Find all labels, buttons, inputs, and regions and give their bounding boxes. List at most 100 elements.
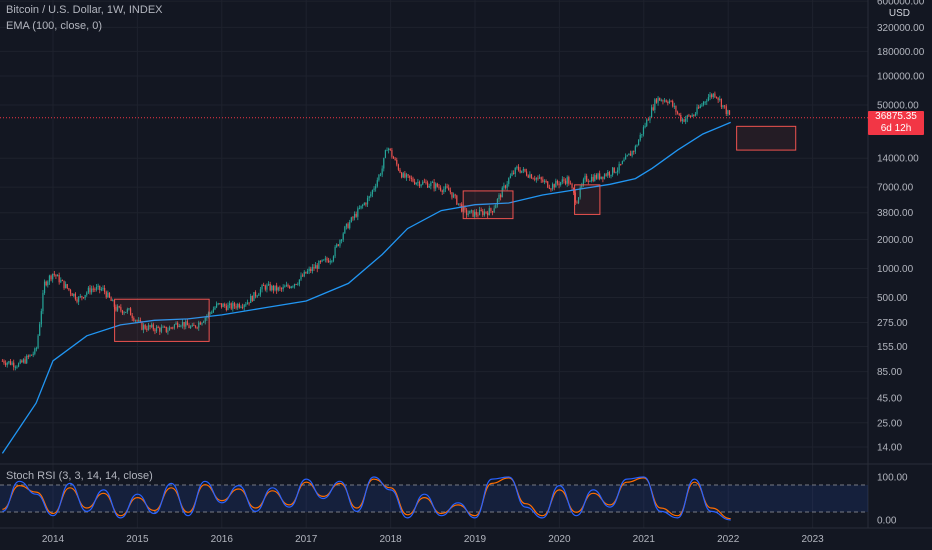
candle-body (576, 202, 578, 204)
candle-body (498, 194, 500, 199)
candle-body (175, 322, 177, 325)
candle-body (638, 140, 640, 146)
candle-body (105, 291, 107, 298)
ema-legend[interactable]: EMA (100, close, 0) (6, 20, 102, 32)
candle-body (310, 268, 312, 272)
stoch-legend[interactable]: Stoch RSI (3, 3, 14, 14, close) (6, 470, 153, 482)
candle-body (592, 176, 594, 182)
candle-body (170, 327, 172, 329)
candle-body (662, 100, 664, 102)
candle-body (365, 203, 367, 205)
time-axis[interactable]: 2014 2015 2016 2017 2018 2019 2020 2021 2022 2023 (42, 534, 824, 545)
candle-body (725, 106, 727, 114)
candle-body (646, 119, 648, 126)
candle-body (340, 239, 343, 241)
time-tick-label: 2023 (801, 534, 824, 545)
candle-body (186, 321, 188, 326)
candle-body (511, 172, 513, 176)
candle-body (389, 148, 391, 150)
candle-body (475, 211, 477, 215)
candle-body (329, 261, 331, 263)
candle-body (240, 306, 242, 308)
candle-body (311, 266, 313, 272)
candle-body (293, 284, 296, 287)
candle-body (308, 268, 310, 272)
candle-body (397, 164, 399, 170)
stoch-axis[interactable]: 100.00 0.00 (877, 473, 908, 527)
candle-body (285, 284, 287, 287)
candle-body (586, 175, 588, 182)
highlight-box (462, 190, 514, 220)
candle-body (87, 287, 89, 293)
candle-body (250, 295, 252, 303)
candle-body (1, 360, 3, 362)
candle-body (495, 204, 497, 209)
candle-body (582, 179, 585, 185)
candle-body (151, 324, 153, 327)
candle-body (216, 303, 218, 308)
candle-body (667, 102, 669, 104)
candle-body (564, 180, 567, 184)
candle-body (675, 105, 677, 112)
candle-body (641, 134, 643, 136)
candle-body (251, 295, 253, 301)
candle-body (404, 173, 406, 178)
candle-body (673, 105, 675, 107)
candle-body (207, 312, 210, 316)
candle-body (524, 168, 526, 172)
candle-body (355, 213, 357, 217)
candle-body (490, 208, 492, 212)
candle-body (258, 294, 260, 296)
candle-body (131, 315, 133, 319)
candle-body (116, 306, 119, 311)
candle-body (435, 183, 437, 189)
candle-body (30, 354, 33, 356)
price-tick-label: 1000.00 (877, 264, 914, 275)
candle-body (323, 259, 325, 261)
candle-body (443, 188, 445, 193)
candle-body (232, 303, 234, 309)
price-tick-label: 320000.00 (877, 23, 925, 34)
candle-body (446, 186, 448, 188)
candle-body (280, 288, 283, 290)
candle-body (373, 188, 375, 191)
candle-body (556, 180, 559, 184)
candle-body (461, 204, 463, 212)
candle-body (40, 311, 42, 325)
candle-body (581, 184, 583, 188)
candle-body (423, 181, 425, 183)
candle-body (136, 320, 138, 322)
candle-body (717, 97, 719, 100)
candle-body (702, 101, 705, 105)
candle-body (302, 275, 304, 277)
candle-body (198, 322, 200, 328)
candle-body (701, 104, 703, 106)
candle-body (696, 107, 698, 114)
candle-body (138, 320, 140, 322)
candle-body (542, 179, 544, 182)
candle-body (321, 259, 323, 262)
candle-body (535, 177, 537, 180)
currency-label: USD (888, 8, 910, 19)
candle-body (183, 321, 185, 327)
candle-body (452, 194, 455, 198)
chart-title[interactable]: Bitcoin / U.S. Dollar, 1W, INDEX (6, 4, 163, 16)
candle-body (500, 194, 502, 198)
candle-body (602, 176, 604, 179)
candle-body (26, 355, 28, 364)
candle-body (86, 292, 88, 295)
candle-body (110, 297, 112, 301)
candle-body (409, 175, 411, 178)
candle-body (642, 127, 645, 135)
price-tick-label: 25.00 (877, 418, 902, 429)
candle-body (42, 293, 44, 312)
ema-line (1, 121, 731, 454)
candle-body (688, 115, 690, 117)
candle-body (331, 260, 333, 262)
candle-body (517, 166, 520, 170)
candle-body (263, 285, 265, 287)
candle-body (362, 204, 364, 206)
price-axis[interactable]: 600000.00 320000.00 180000.00 100000.00 5000… (877, 0, 925, 454)
candle-body (19, 360, 21, 364)
